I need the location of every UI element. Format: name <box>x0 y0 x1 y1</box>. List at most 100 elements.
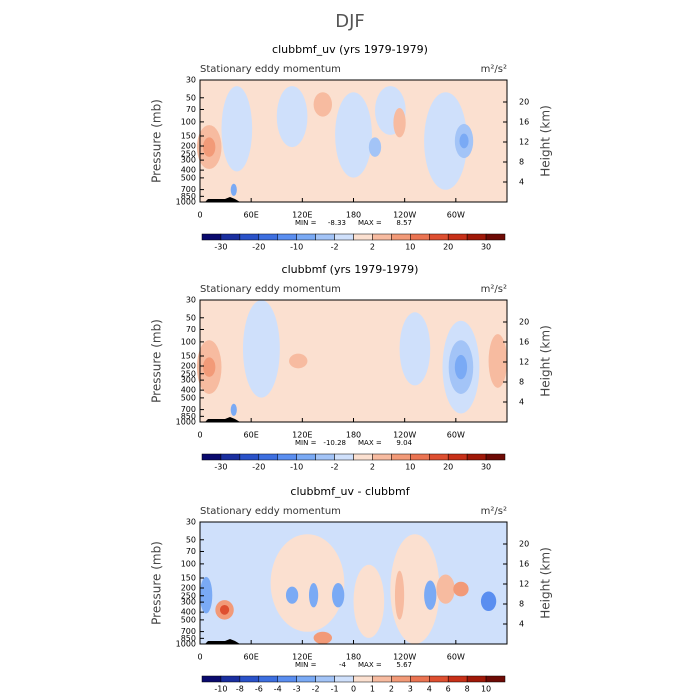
contour-region <box>488 334 508 388</box>
colorbar-box <box>315 675 335 683</box>
colorbar-box <box>447 453 468 461</box>
colorbar-label: -20 <box>252 463 265 472</box>
x-tick-label: 180 <box>346 211 361 220</box>
colorbar-label: 30 <box>481 243 491 252</box>
colorbar-label: 30 <box>481 463 491 472</box>
colorbar-box <box>391 675 411 683</box>
colorbar-label: -10 <box>290 463 303 472</box>
y-tick-label: 850 <box>181 634 196 643</box>
y-tick-label: 100 <box>181 117 196 126</box>
contour-region <box>203 137 216 157</box>
y-tick-label: 150 <box>181 131 196 140</box>
y-tick-label: 400 <box>181 386 196 395</box>
colorbar-box <box>258 675 278 683</box>
colorbar-label: -2 <box>312 685 320 694</box>
contour-region <box>313 631 333 645</box>
colorbar-box <box>201 233 222 241</box>
colorbar-box <box>466 233 487 241</box>
y-tick-label: 50 <box>186 93 196 102</box>
colorbar-box <box>429 233 449 241</box>
colorbar-box <box>239 233 260 241</box>
colorbar-box <box>447 675 468 683</box>
topography <box>205 639 240 644</box>
y-tick-label: 50 <box>186 313 196 322</box>
colorbar-box <box>372 675 392 683</box>
y-tick-label: 30 <box>186 76 196 85</box>
colorbar-label: 0 <box>351 685 356 694</box>
contour-region <box>459 133 469 149</box>
colorbar-label: 20 <box>443 243 453 252</box>
contour-region <box>276 86 308 148</box>
contour-region <box>308 583 319 608</box>
y-tick-label: 250 <box>181 149 196 158</box>
colorbar-box <box>485 453 506 461</box>
y-tick-label: 700 <box>181 627 196 636</box>
y-tick-label: 200 <box>181 362 196 371</box>
colorbar-label: 10 <box>405 463 415 472</box>
y-tick-label: 1000 <box>176 198 196 207</box>
y-tick-label: 100 <box>181 559 196 568</box>
panel-title: clubbmf_uv - clubbmf <box>290 485 410 498</box>
y-tick-label: 300 <box>181 376 196 385</box>
contour-region <box>219 604 230 615</box>
colorbar-label: 2 <box>389 685 394 694</box>
colorbar-label: -20 <box>252 243 265 252</box>
colorbar-label: 4 <box>427 685 432 694</box>
y-tick-label: 850 <box>181 192 196 201</box>
y2-tick-label: 16 <box>519 118 529 127</box>
colorbar-box <box>220 675 241 683</box>
figure-title: DJF <box>335 11 365 32</box>
contour-region <box>313 92 333 117</box>
colorbar-label: -6 <box>255 685 263 694</box>
x-tick-label: 60W <box>447 653 465 662</box>
y2-tick-label: 16 <box>519 338 529 347</box>
y2-axis-label: Height (km) <box>539 105 553 176</box>
colorbar-box <box>410 675 430 683</box>
colorbar-box <box>315 453 335 461</box>
contour-region <box>230 183 237 196</box>
panel-subtitle: Stationary eddy momentum <box>200 64 341 75</box>
max-label: MAX = <box>358 439 382 447</box>
panel-title: clubbmf (yrs 1979-1979) <box>282 263 419 276</box>
y-axis-label: Pressure (mb) <box>150 99 164 183</box>
y2-tick-label: 12 <box>519 138 529 147</box>
x-tick-label: 60W <box>447 211 465 220</box>
contour-region <box>335 92 372 178</box>
colorbar-box <box>277 675 297 683</box>
x-tick-label: 60E <box>244 211 259 220</box>
colorbar-box <box>391 233 411 241</box>
y2-tick-label: 4 <box>519 178 524 187</box>
topography <box>205 197 240 202</box>
y-tick-label: 70 <box>186 105 196 114</box>
y-tick-label: 1000 <box>176 418 196 427</box>
colorbar-label: -2 <box>331 243 339 252</box>
colorbar-box <box>372 453 392 461</box>
colorbar-box <box>353 453 373 461</box>
colorbar-box <box>353 233 373 241</box>
y2-axis-label: Height (km) <box>539 325 553 396</box>
colorbar-box <box>429 675 449 683</box>
colorbar-box <box>296 453 316 461</box>
y2-tick-label: 8 <box>519 158 524 167</box>
x-tick-label: 120W <box>393 211 416 220</box>
colorbar-label: -3 <box>293 685 301 694</box>
contour-region <box>424 92 468 190</box>
contour-region <box>368 137 382 157</box>
colorbar-box <box>277 453 297 461</box>
y-tick-label: 500 <box>181 173 196 182</box>
contour-region <box>453 581 469 597</box>
colorbar-label: 20 <box>443 463 453 472</box>
colorbar-box <box>353 675 373 683</box>
y-tick-label: 70 <box>186 325 196 334</box>
y-tick-label: 400 <box>181 166 196 175</box>
y-tick-label: 50 <box>186 535 196 544</box>
y-tick-label: 1000 <box>176 640 196 649</box>
contour-region <box>200 576 213 614</box>
colorbar-box <box>239 675 260 683</box>
colorbar-label: -10 <box>214 685 227 694</box>
colorbar-label: -10 <box>290 243 303 252</box>
colorbar-label: 2 <box>370 463 375 472</box>
colorbar-box <box>258 453 278 461</box>
panel: clubbmf (yrs 1979-1979) Stationary eddy m… <box>150 263 553 472</box>
